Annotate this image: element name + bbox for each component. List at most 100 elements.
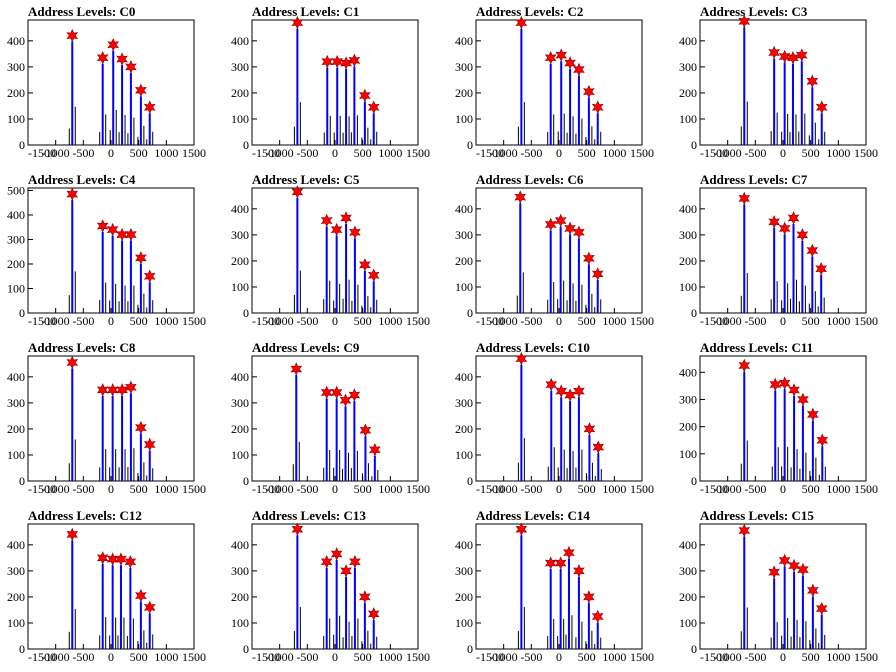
peak-marker <box>143 437 156 452</box>
y-tick-label: 0 <box>691 306 697 320</box>
peak-marker <box>96 551 109 565</box>
y-tick-label: 200 <box>455 422 473 436</box>
y-tick-label: 0 <box>19 642 25 656</box>
histogram-bar <box>820 113 823 145</box>
x-tick-label: -1000 <box>42 482 70 496</box>
peak-marker <box>778 221 791 236</box>
histogram-bar <box>783 566 786 649</box>
plot-frame <box>699 187 867 314</box>
peak-marker <box>349 225 361 240</box>
peak-marker <box>573 564 585 578</box>
plot-frame <box>699 19 867 146</box>
histogram-bar <box>325 398 328 481</box>
histogram-bar <box>773 58 776 145</box>
y-tick-label: 0 <box>243 138 249 152</box>
y-tick-label: 300 <box>231 228 249 242</box>
x-tick-label: -1500 <box>252 650 280 664</box>
y-tick-label: 200 <box>7 257 25 271</box>
histogram-bar <box>801 240 804 314</box>
peak-marker <box>778 553 791 568</box>
plot-frame <box>251 187 419 314</box>
y-tick-label: 400 <box>231 370 249 384</box>
plot-frame <box>475 523 643 650</box>
histogram-bar <box>774 390 777 481</box>
peak-marker <box>583 422 596 436</box>
x-tick-label: 500 <box>354 482 372 496</box>
histogram-bar <box>139 601 142 649</box>
y-tick-label: 300 <box>679 392 697 406</box>
x-tick-label: 0 <box>780 146 786 160</box>
y-tick-label: 400 <box>231 202 249 216</box>
x-tick-label: 0 <box>556 146 562 160</box>
peak-marker <box>564 388 576 402</box>
histogram-bar <box>587 97 590 145</box>
y-tick-label: 400 <box>7 208 25 222</box>
chart-title: Address Levels: C1 <box>252 4 359 19</box>
x-tick-label: -1500 <box>28 650 56 664</box>
chart-title: Address Levels: C9 <box>252 340 360 355</box>
histogram-bar <box>345 223 348 313</box>
x-tick-label: 500 <box>802 482 820 496</box>
histogram-bar <box>587 264 590 313</box>
peak-marker <box>96 51 109 65</box>
histogram-bar <box>792 223 795 313</box>
peak-marker <box>125 60 137 74</box>
plot-frame <box>699 523 867 650</box>
y-tick-label: 200 <box>231 422 249 436</box>
x-tick-label: -500 <box>744 314 766 328</box>
x-tick-label: -500 <box>296 314 318 328</box>
plot-frame <box>27 523 195 650</box>
peak-marker <box>320 555 333 569</box>
x-tick-label: 0 <box>556 314 562 328</box>
peak-marker <box>107 37 120 52</box>
y-tick-label: 300 <box>231 396 249 410</box>
peak-marker <box>788 383 800 397</box>
histogram-bar <box>353 66 356 145</box>
peak-marker <box>806 74 819 88</box>
x-tick-label: 1500 <box>406 146 430 160</box>
peak-marker <box>320 385 333 400</box>
y-tick-label: 300 <box>679 60 697 74</box>
peak-marker <box>564 56 576 70</box>
chart-panel: Address Levels: C9 0 100 200 300 400 -1500-100… <box>231 340 430 496</box>
histogram-bar <box>783 62 786 145</box>
chart-panel: Address Levels: C2 0 100 200 300 400 -1500-100… <box>455 4 654 160</box>
x-tick-label: 0 <box>780 482 786 496</box>
x-tick-label: -1500 <box>700 146 728 160</box>
x-tick-label: 500 <box>130 146 148 160</box>
peak-marker <box>348 53 361 68</box>
y-tick-label: 400 <box>455 34 473 48</box>
histogram-bar <box>129 567 132 649</box>
y-tick-label: 400 <box>455 370 473 384</box>
chart-title: Address Levels: C11 <box>700 340 813 355</box>
histogram-bar <box>325 567 328 649</box>
peak-marker <box>106 383 119 397</box>
histogram-bar <box>559 226 562 313</box>
x-tick-label: 500 <box>130 650 148 664</box>
histogram-bar <box>336 67 339 145</box>
y-tick-label: 0 <box>691 642 697 656</box>
x-tick-label: 500 <box>354 314 372 328</box>
x-tick-label: 500 <box>802 650 820 664</box>
histogram-bar <box>335 235 338 313</box>
peak-marker <box>583 84 595 99</box>
histogram-bar <box>587 602 590 649</box>
peak-marker <box>738 14 751 29</box>
x-tick-label: -1000 <box>266 482 294 496</box>
histogram-bar <box>364 436 367 481</box>
y-tick-label: 400 <box>231 538 249 552</box>
plot-frame <box>475 355 643 482</box>
plot-frame <box>251 355 419 482</box>
peak-marker <box>778 376 791 390</box>
histogram-bar <box>549 569 552 649</box>
plot-frame <box>251 523 419 650</box>
x-tick-label: -1000 <box>714 482 742 496</box>
x-tick-label: -500 <box>520 650 542 664</box>
histogram-bar <box>560 397 563 481</box>
y-tick-label: 300 <box>7 232 25 246</box>
y-tick-label: 100 <box>7 112 25 126</box>
histogram-bar <box>353 567 356 649</box>
histogram-bar <box>550 390 553 481</box>
x-tick-label: -1500 <box>476 650 504 664</box>
y-tick-label: 0 <box>19 474 25 488</box>
